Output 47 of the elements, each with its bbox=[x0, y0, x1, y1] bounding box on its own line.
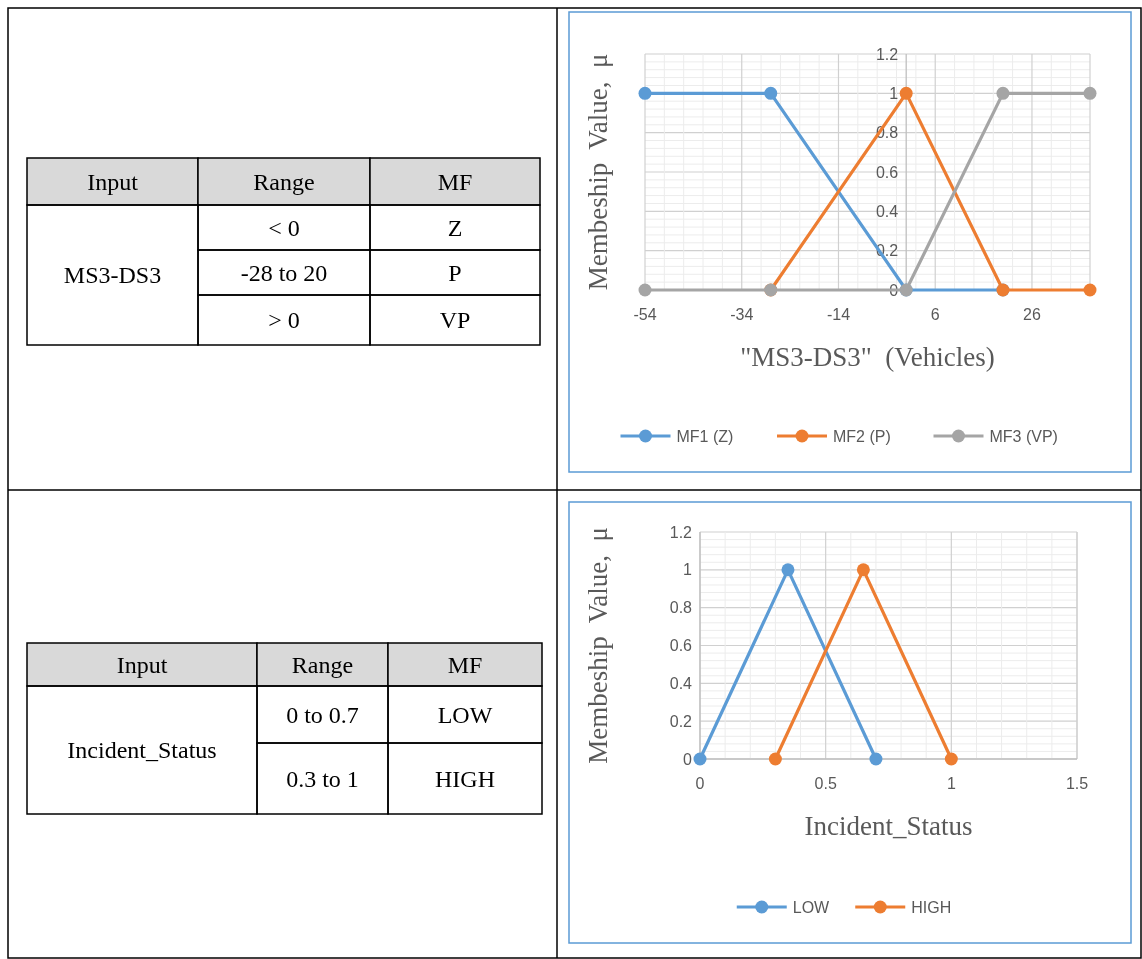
x-tick-label: -14 bbox=[826, 305, 851, 323]
x-axis-title: "MS3-DS3" (Vehicles) bbox=[740, 342, 995, 372]
y-tick-label: 0.4 bbox=[875, 202, 899, 220]
legend-label: MF1 (Z) bbox=[676, 427, 734, 445]
y-tick-label: 0.6 bbox=[875, 163, 899, 181]
y-tick-label: 1 bbox=[889, 84, 899, 102]
text: Incident_Status bbox=[67, 737, 217, 764]
x-tick-label: 0 bbox=[695, 774, 705, 792]
y-tick-label: 1 bbox=[683, 561, 693, 579]
legend-label: HIGH bbox=[911, 898, 952, 916]
text: < 0 bbox=[268, 214, 300, 241]
y-tick-label: 0.8 bbox=[669, 599, 693, 617]
text: MS3-DS3 bbox=[63, 262, 162, 289]
text: VP bbox=[439, 307, 471, 334]
text: > 0 bbox=[268, 307, 300, 334]
text: LOW bbox=[437, 701, 493, 728]
legend-label: LOW bbox=[792, 898, 831, 916]
text: 0.3 to 1 bbox=[286, 765, 359, 792]
text: Range bbox=[291, 651, 354, 678]
text: HIGH bbox=[435, 765, 495, 792]
legend-label: MF3 (VP) bbox=[989, 427, 1058, 445]
text: Range bbox=[253, 168, 315, 195]
y-tick-label: 1.2 bbox=[875, 45, 899, 63]
text: MF bbox=[437, 168, 473, 195]
text: Input bbox=[87, 168, 139, 195]
text: P bbox=[448, 259, 462, 286]
x-axis-title: Incident_Status bbox=[804, 811, 973, 841]
y-tick-label: 0.2 bbox=[669, 712, 693, 730]
x-tick-label: 26 bbox=[1023, 305, 1041, 323]
y-axis-title: Membeship Value, μ bbox=[583, 53, 613, 291]
legend-label: MF2 (P) bbox=[833, 427, 891, 445]
y-axis-title: Membeship Value, μ bbox=[583, 527, 613, 764]
text: MF bbox=[447, 651, 483, 678]
x-tick-label: 0.5 bbox=[814, 774, 837, 792]
y-tick-label: 1.2 bbox=[669, 523, 693, 541]
text: -28 to 20 bbox=[240, 259, 328, 286]
x-tick-label: 1.5 bbox=[1065, 774, 1089, 792]
text: Input bbox=[116, 651, 168, 678]
y-tick-label: 0.6 bbox=[669, 637, 693, 655]
text: Z bbox=[447, 214, 463, 241]
y-tick-label: 0 bbox=[683, 750, 693, 768]
x-tick-label: -54 bbox=[633, 305, 657, 323]
y-tick-label: 0.4 bbox=[669, 674, 693, 692]
x-tick-label: 1 bbox=[946, 774, 956, 792]
x-tick-label: -34 bbox=[730, 305, 754, 323]
text: 0 to 0.7 bbox=[286, 701, 359, 728]
x-tick-label: 6 bbox=[930, 305, 940, 323]
